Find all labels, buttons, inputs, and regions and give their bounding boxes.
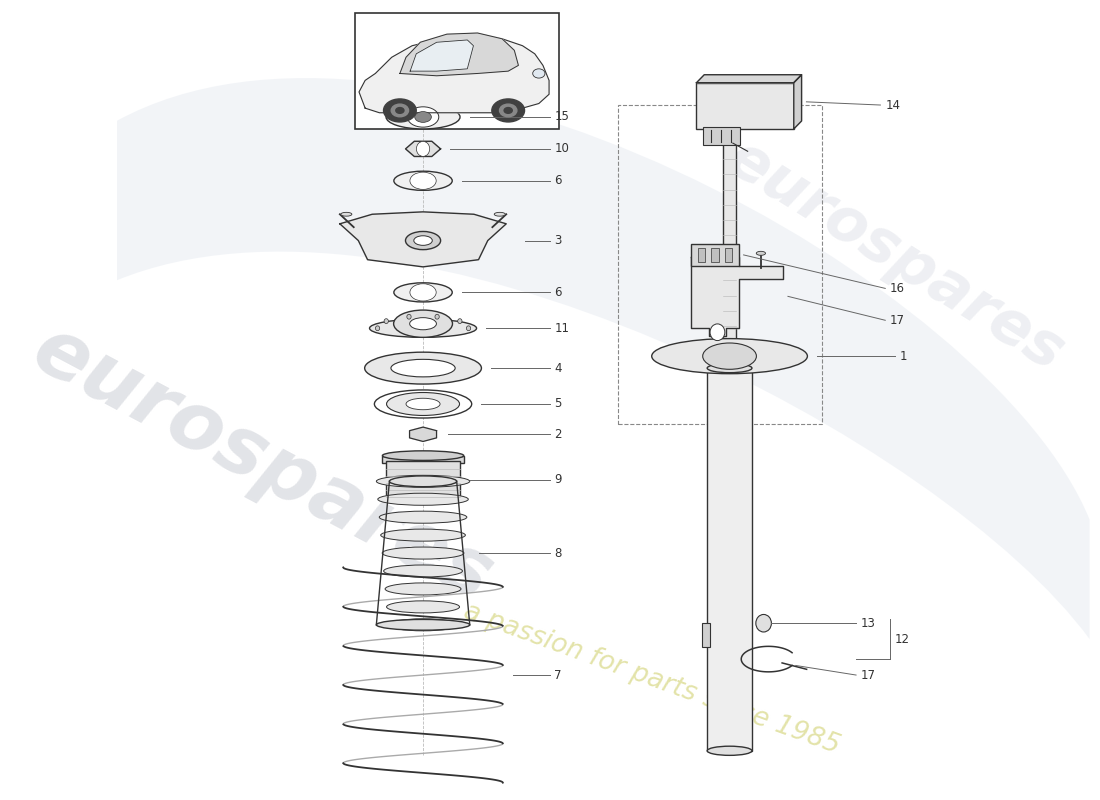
Text: 17: 17 (861, 669, 876, 682)
Ellipse shape (415, 112, 431, 122)
Ellipse shape (376, 475, 470, 487)
Bar (712, 248, 718, 262)
Ellipse shape (394, 171, 452, 190)
Text: 11: 11 (554, 322, 570, 334)
Bar (703, 127, 740, 145)
Ellipse shape (382, 547, 464, 559)
Polygon shape (410, 40, 473, 71)
Text: 6: 6 (554, 286, 562, 299)
Ellipse shape (707, 746, 752, 755)
Ellipse shape (409, 318, 437, 330)
Ellipse shape (414, 236, 432, 246)
Ellipse shape (341, 212, 352, 216)
Ellipse shape (390, 359, 455, 377)
Ellipse shape (376, 619, 470, 630)
Ellipse shape (499, 104, 517, 117)
Bar (696, 82, 794, 129)
Ellipse shape (406, 398, 440, 410)
PathPatch shape (117, 78, 1090, 639)
Ellipse shape (374, 390, 472, 418)
Text: 15: 15 (554, 110, 570, 123)
Ellipse shape (406, 231, 441, 250)
Polygon shape (406, 142, 441, 157)
Text: 2: 2 (554, 428, 562, 441)
Text: 9: 9 (554, 474, 562, 486)
Ellipse shape (392, 104, 408, 117)
Text: 12: 12 (895, 633, 910, 646)
Ellipse shape (410, 172, 437, 190)
Polygon shape (400, 33, 518, 76)
Polygon shape (691, 257, 783, 336)
Ellipse shape (365, 352, 482, 384)
Ellipse shape (389, 476, 456, 486)
Ellipse shape (388, 618, 458, 631)
Text: 16: 16 (890, 282, 905, 295)
Circle shape (434, 314, 439, 319)
Ellipse shape (494, 212, 505, 216)
Bar (697, 248, 705, 262)
Text: 8: 8 (554, 546, 562, 559)
Ellipse shape (385, 583, 461, 595)
Ellipse shape (707, 363, 752, 373)
Circle shape (711, 324, 725, 341)
Ellipse shape (407, 107, 439, 127)
Circle shape (458, 318, 462, 323)
Ellipse shape (504, 107, 513, 114)
Polygon shape (409, 427, 437, 442)
Ellipse shape (386, 105, 460, 129)
Ellipse shape (381, 529, 465, 541)
Circle shape (756, 614, 771, 632)
Bar (618, 105, 822, 424)
Text: 6: 6 (554, 174, 562, 187)
Bar (707, 368, 752, 750)
Bar (723, 129, 736, 356)
Bar (355, 14, 559, 129)
Ellipse shape (410, 284, 437, 301)
Text: 3: 3 (554, 234, 562, 247)
Circle shape (407, 314, 411, 319)
Ellipse shape (379, 511, 466, 523)
Text: 7: 7 (554, 669, 562, 682)
Ellipse shape (377, 494, 469, 506)
Polygon shape (696, 74, 802, 82)
Bar (725, 248, 732, 262)
Ellipse shape (386, 393, 460, 415)
Ellipse shape (386, 601, 460, 613)
Text: eurospares: eurospares (715, 129, 1075, 384)
Text: 10: 10 (554, 142, 570, 155)
Ellipse shape (384, 565, 462, 577)
Polygon shape (340, 212, 506, 267)
Text: 14: 14 (886, 98, 900, 111)
Text: 1: 1 (900, 350, 908, 362)
Text: eurospares: eurospares (20, 310, 506, 618)
Text: a passion for parts since 1985: a passion for parts since 1985 (460, 598, 844, 759)
Ellipse shape (532, 69, 544, 78)
Ellipse shape (492, 99, 525, 122)
Circle shape (384, 318, 388, 323)
Polygon shape (794, 74, 802, 129)
Bar (383, 456, 464, 462)
Text: 17: 17 (890, 314, 905, 326)
Polygon shape (359, 37, 549, 113)
Ellipse shape (383, 451, 464, 460)
Bar (386, 461, 460, 499)
Circle shape (466, 326, 471, 330)
Ellipse shape (703, 343, 757, 370)
Ellipse shape (384, 99, 416, 122)
Circle shape (417, 142, 430, 156)
Ellipse shape (370, 319, 476, 338)
Bar (691, 244, 739, 266)
Text: 4: 4 (554, 362, 562, 374)
Ellipse shape (394, 310, 452, 338)
Ellipse shape (757, 251, 766, 255)
Ellipse shape (651, 338, 807, 374)
Text: 5: 5 (554, 398, 562, 410)
Ellipse shape (386, 494, 460, 504)
Text: 13: 13 (861, 617, 876, 630)
Bar (702, 623, 711, 647)
Ellipse shape (394, 283, 452, 302)
Circle shape (375, 326, 379, 330)
Ellipse shape (396, 107, 404, 114)
